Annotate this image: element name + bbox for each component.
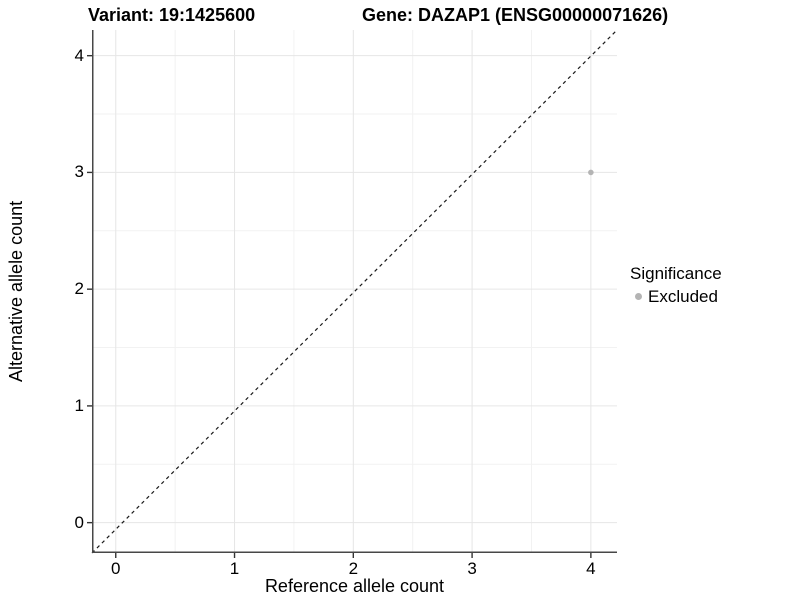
data-point-excluded	[588, 169, 594, 176]
x-axis-title: Reference allele count	[264, 576, 445, 596]
excluded-point-swatch	[635, 293, 642, 300]
y-tick-label: 4	[74, 45, 84, 65]
scatter-chart	[87, 29, 618, 558]
identity-reference-line	[91, 29, 618, 554]
x-tick-label: 4	[586, 559, 596, 578]
x-tick-label: 3	[467, 559, 477, 578]
x-tick-label: 0	[111, 559, 121, 578]
gene-title: Gene: DAZAP1 (ENSG00000071626)	[362, 5, 669, 25]
y-axis-title: Alternative allele count	[6, 200, 26, 383]
variant-title: Variant: 19:1425600	[88, 5, 256, 25]
plot-panel	[87, 29, 618, 558]
y-tick-label: 0	[74, 512, 84, 532]
legend-title: Significance	[630, 264, 722, 283]
legend-entry-excluded: Excluded	[630, 286, 722, 307]
y-tick-label: 2	[74, 279, 84, 299]
legend: Significance Excluded	[630, 263, 722, 307]
legend-entry-label: Excluded	[648, 287, 718, 306]
y-tick-label: 1	[74, 395, 84, 415]
x-tick-label: 1	[229, 559, 240, 578]
x-tick-label: 2	[348, 559, 359, 578]
y-tick-label: 3	[74, 162, 84, 182]
